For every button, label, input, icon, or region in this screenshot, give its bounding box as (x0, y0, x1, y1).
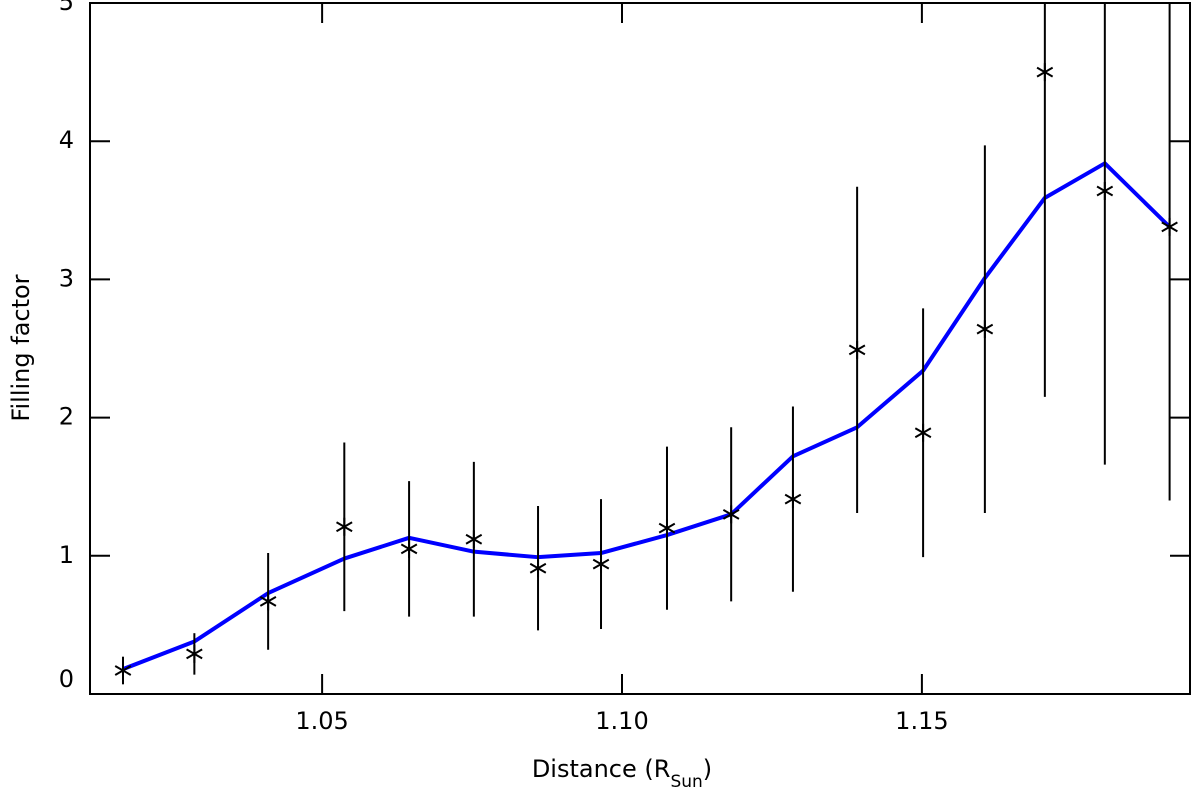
data-point (914, 423, 932, 442)
data-point (1036, 63, 1054, 82)
trend-line (122, 161, 1172, 671)
data-point (400, 539, 418, 558)
y-tick-label: 1 (59, 541, 74, 569)
data-point (465, 530, 483, 549)
data-point (114, 661, 132, 680)
data-point (336, 517, 353, 536)
y-tick-label: 3 (59, 264, 74, 292)
data-point (592, 555, 610, 574)
x-tick-label: 1.15 (895, 707, 948, 735)
data-point (1096, 181, 1114, 200)
y-tick-label: 0 (59, 665, 74, 693)
x-label-text: ) (703, 755, 712, 783)
data-point (529, 559, 547, 578)
y-axis-label: Filling factor (7, 274, 35, 421)
data-point (976, 320, 994, 339)
x-label-text: Distance (R (532, 755, 671, 783)
axes-frame (89, 2, 1191, 695)
x-label-subscript: Sun (670, 772, 702, 792)
x-tick-label: 1.10 (595, 707, 648, 735)
plot-area (114, 3, 1178, 685)
x-tick-label: 1.05 (295, 707, 348, 735)
data-point (658, 519, 676, 538)
data-point (848, 340, 866, 359)
x-axis-label: Distance (RSun) (532, 755, 712, 792)
y-tick-label: 4 (59, 126, 74, 154)
data-point (1161, 217, 1178, 236)
y-tick-label: 5 (59, 0, 74, 16)
y-tick-label: 2 (59, 403, 74, 431)
data-point (784, 490, 802, 509)
data-point (186, 644, 203, 663)
data-point (259, 592, 277, 611)
data-point (722, 505, 740, 524)
